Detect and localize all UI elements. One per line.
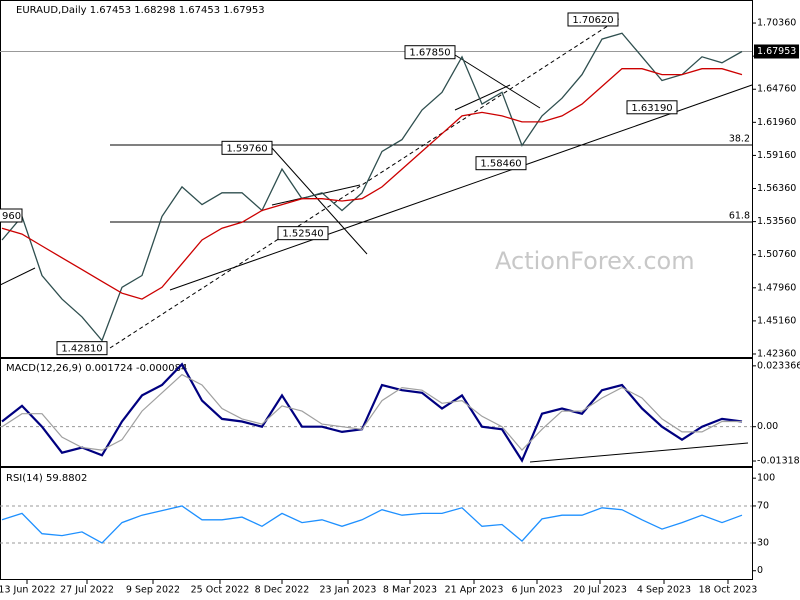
annotation-box xyxy=(0,208,23,223)
trend-line xyxy=(169,84,753,291)
x-tick-label: 13 Jun 2022 xyxy=(0,585,56,596)
series-line xyxy=(1,505,743,544)
x-tick-label: 21 Apr 2023 xyxy=(445,585,504,596)
trend-line xyxy=(529,442,749,463)
annotation-label: 1.58460 xyxy=(480,159,521,170)
y-tick-label: 1.53560 xyxy=(757,216,796,227)
y-tick-label: 1.56360 xyxy=(757,183,796,194)
annotation-label: 1.52540 xyxy=(282,229,323,240)
rsi-title: RSI(14) 59.8802 xyxy=(6,473,87,484)
series-line xyxy=(1,32,743,342)
x-tick-label: 20 Jul 2023 xyxy=(573,585,627,596)
y-tick-label: 1.64760 xyxy=(757,84,796,95)
trend-lines xyxy=(0,17,753,463)
y-tick-label: 1.45160 xyxy=(757,315,796,326)
annotation-label: 1.67850 xyxy=(409,48,450,59)
y-tick-label: -0.013186 xyxy=(757,456,800,467)
x-tick-label: 9 Sep 2022 xyxy=(126,585,180,596)
fib-label: 61.8 xyxy=(729,210,750,221)
trend-line xyxy=(109,17,621,349)
y-tick-label: 1.61960 xyxy=(757,117,796,128)
y-tick-label: 1.50760 xyxy=(757,249,796,260)
annotation-box xyxy=(277,226,329,241)
rsi-panel xyxy=(0,467,753,580)
annotation-box xyxy=(475,156,527,171)
y-tick-label: 0.00 xyxy=(757,421,778,432)
y-tick-label: 0.023366 xyxy=(757,360,800,371)
y-tick-label: 1.70360 xyxy=(757,18,796,29)
trend-line xyxy=(0,267,36,286)
chart-title: EURAUD,Daily 1.67453 1.68298 1.67453 1.6… xyxy=(16,5,265,16)
x-tick-label: 4 Sep 2023 xyxy=(637,585,691,596)
y-tick-label: 30 xyxy=(757,537,769,548)
y-tick-label: 1.59160 xyxy=(757,150,796,161)
x-tick-label: 27 Jul 2022 xyxy=(60,585,114,596)
annotation-box xyxy=(404,45,456,60)
macd-title: MACD(12,26,9) 0.001724 -0.000084 xyxy=(6,363,187,374)
annotation-box xyxy=(567,12,619,27)
annotation-label: 1.59760 xyxy=(226,143,267,154)
y-tick-label: 100 xyxy=(757,473,775,484)
trend-line xyxy=(454,54,541,109)
series-line xyxy=(1,373,742,451)
annotation-box xyxy=(626,100,678,115)
annotation-box xyxy=(221,140,273,155)
x-tick-label: 23 Jan 2023 xyxy=(320,585,377,596)
annotation-label: 960 xyxy=(2,211,21,222)
macd-panel xyxy=(0,358,753,467)
trend-line xyxy=(271,147,368,255)
series-line xyxy=(1,362,743,463)
trend-line xyxy=(454,84,511,111)
annotation-label: 1.70620 xyxy=(572,15,613,26)
series-line xyxy=(1,68,743,300)
annotation-label: 1.63190 xyxy=(631,103,672,114)
y-tick-label: 1.42360 xyxy=(757,348,796,359)
last-price-label: 1.67953 xyxy=(757,46,796,57)
annotation-label: 1.42810 xyxy=(61,344,102,355)
x-tick-label: 8 Mar 2023 xyxy=(383,585,437,596)
y-tick-label: 0 xyxy=(757,565,763,576)
annotation-box xyxy=(56,341,108,356)
x-tick-label: 25 Oct 2022 xyxy=(191,585,250,596)
fib-label: 38.2 xyxy=(729,134,750,145)
watermark: ActionForex.com xyxy=(495,247,695,275)
y-tick-label: 1.47960 xyxy=(757,282,796,293)
last-price-box xyxy=(754,44,799,59)
x-tick-label: 8 Dec 2022 xyxy=(255,585,310,596)
main-panel xyxy=(0,0,753,358)
x-tick-label: 6 Jun 2023 xyxy=(511,585,562,596)
x-tick-label: 18 Oct 2023 xyxy=(699,585,758,596)
y-tick-label: 70 xyxy=(757,500,769,511)
